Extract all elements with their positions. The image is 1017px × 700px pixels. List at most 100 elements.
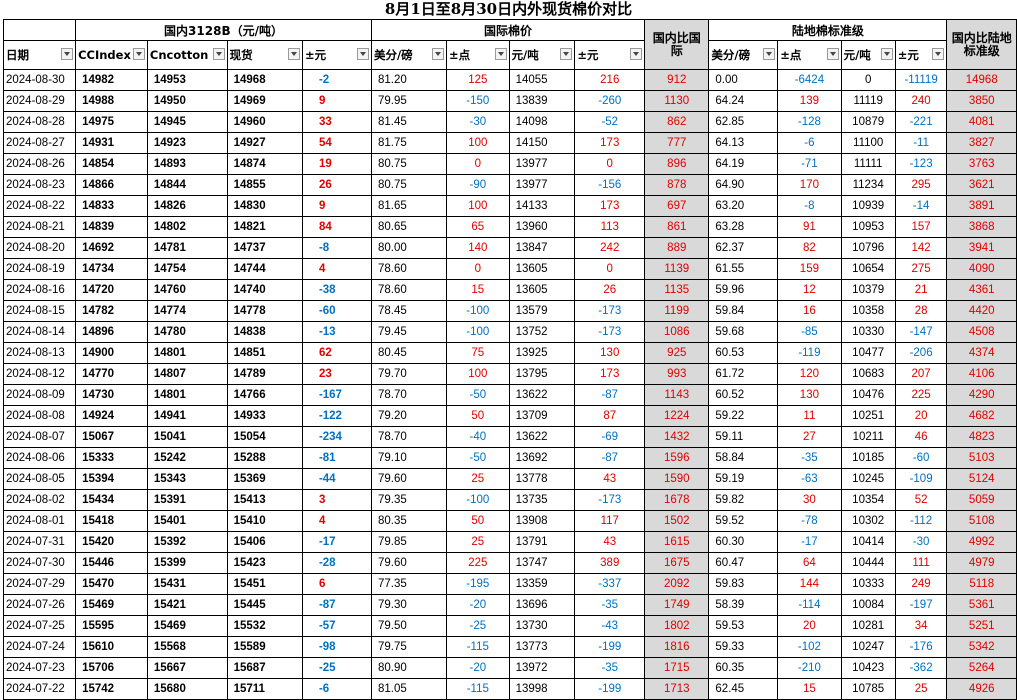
- intl-cents-cell[interactable]: 80.75: [370, 153, 448, 175]
- land-change-cell[interactable]: 207: [894, 363, 948, 385]
- ccindex-cell[interactable]: 15742: [75, 678, 148, 700]
- land-change-cell[interactable]: -206: [894, 342, 948, 364]
- intl-cents-cell[interactable]: 81.20: [370, 69, 448, 91]
- table-row[interactable]: 2024-08-09 14730 14801 14766 -167 78.70 -50 136…: [2, 384, 1017, 406]
- land-yuan-cell[interactable]: 10333: [840, 573, 896, 595]
- spot-cell[interactable]: 14927: [226, 132, 303, 154]
- cncotton-cell[interactable]: 15041: [146, 426, 228, 448]
- intl-change-cell[interactable]: 130: [574, 342, 646, 364]
- land-points-cell[interactable]: 130: [777, 384, 842, 406]
- domestic-change-cell[interactable]: 9: [301, 195, 372, 217]
- intl-points-cell[interactable]: -20: [446, 594, 510, 616]
- cncotton-cell[interactable]: 14923: [146, 132, 228, 154]
- land-cents-cell[interactable]: 62.37: [708, 237, 779, 259]
- cncotton-cell[interactable]: 15680: [146, 678, 228, 700]
- domestic-change-cell[interactable]: 23: [301, 363, 372, 385]
- ratio-intl-cell[interactable]: 697: [644, 195, 710, 217]
- ratio-intl-cell[interactable]: 1139: [644, 258, 710, 280]
- intl-change-cell[interactable]: -52: [574, 111, 646, 133]
- ratio-intl-cell[interactable]: 896: [644, 153, 710, 175]
- land-change-cell[interactable]: 20: [894, 405, 948, 427]
- date-cell[interactable]: 2024-08-15: [2, 300, 77, 322]
- cncotton-cell[interactable]: 14826: [146, 195, 228, 217]
- cncotton-cell[interactable]: 15343: [146, 468, 228, 490]
- domestic-change-cell[interactable]: -81: [301, 447, 372, 469]
- filter-dropdown-icon[interactable]: [212, 48, 225, 60]
- intl-cents-cell[interactable]: 79.85: [370, 531, 448, 553]
- intl-yuan-cell[interactable]: 13925: [508, 342, 576, 364]
- intl-points-cell[interactable]: 0: [446, 258, 510, 280]
- cncotton-cell[interactable]: 15431: [146, 573, 228, 595]
- ratio-land-cell[interactable]: 5264: [946, 657, 1017, 679]
- spot-cell[interactable]: 15406: [226, 531, 303, 553]
- land-change-cell[interactable]: 34: [894, 615, 948, 637]
- intl-cents-cell[interactable]: 80.75: [370, 174, 448, 196]
- land-change-cell[interactable]: 111: [894, 552, 948, 574]
- intl-change-cell[interactable]: 43: [574, 531, 646, 553]
- domestic-change-cell[interactable]: -87: [301, 594, 372, 616]
- intl-cents-cell[interactable]: 77.35: [370, 573, 448, 595]
- ratio-land-cell[interactable]: 3850: [946, 90, 1017, 112]
- table-row[interactable]: 2024-08-29 14988 14950 14969 9 79.95 -150 13839…: [2, 90, 1017, 112]
- ratio-land-cell[interactable]: 3868: [946, 216, 1017, 238]
- ratio-intl-cell[interactable]: 912: [644, 69, 710, 91]
- filter-dropdown-icon[interactable]: [826, 48, 839, 60]
- land-change-cell[interactable]: -123: [894, 153, 948, 175]
- ratio-land-cell[interactable]: 4992: [946, 531, 1017, 553]
- intl-yuan-cell[interactable]: 13960: [508, 216, 576, 238]
- land-cents-cell[interactable]: 64.13: [708, 132, 779, 154]
- intl-yuan-cell[interactable]: 14133: [508, 195, 576, 217]
- cncotton-cell[interactable]: 14802: [146, 216, 228, 238]
- land-yuan-cell[interactable]: 10185: [840, 447, 896, 469]
- cncotton-cell[interactable]: 15469: [146, 615, 228, 637]
- date-cell[interactable]: 2024-08-20: [2, 237, 77, 259]
- intl-cents-cell[interactable]: 78.70: [370, 384, 448, 406]
- intl-cents-cell[interactable]: 78.60: [370, 279, 448, 301]
- land-change-cell[interactable]: 240: [894, 90, 948, 112]
- filter-dropdown-icon[interactable]: [560, 48, 573, 60]
- intl-yuan-cell[interactable]: 14055: [508, 69, 576, 91]
- ratio-intl-cell[interactable]: 1715: [644, 657, 710, 679]
- land-change-cell[interactable]: -14: [894, 195, 948, 217]
- land-yuan-cell[interactable]: 10683: [840, 363, 896, 385]
- table-row[interactable]: 2024-07-30 15446 15399 15423 -28 79.60 225 1374…: [2, 552, 1017, 574]
- intl-points-cell[interactable]: -195: [446, 573, 510, 595]
- land-change-cell[interactable]: 249: [894, 573, 948, 595]
- land-cents-cell[interactable]: 60.35: [708, 657, 779, 679]
- date-cell[interactable]: 2024-07-23: [2, 657, 77, 679]
- domestic-change-cell[interactable]: 3: [301, 489, 372, 511]
- land-cents-cell[interactable]: 59.11: [708, 426, 779, 448]
- intl-cents-cell[interactable]: 79.95: [370, 90, 448, 112]
- intl-change-cell[interactable]: 87: [574, 405, 646, 427]
- land-yuan-cell[interactable]: 10211: [840, 426, 896, 448]
- date-cell[interactable]: 2024-08-13: [2, 342, 77, 364]
- intl-points-cell[interactable]: 75: [446, 342, 510, 364]
- land-change-cell[interactable]: 52: [894, 489, 948, 511]
- ccindex-cell[interactable]: 14924: [75, 405, 148, 427]
- intl-change-cell[interactable]: 173: [574, 195, 646, 217]
- intl-cents-cell[interactable]: 80.65: [370, 216, 448, 238]
- ratio-land-cell[interactable]: 5124: [946, 468, 1017, 490]
- ratio-land-cell[interactable]: 4081: [946, 111, 1017, 133]
- land-cents-cell[interactable]: 59.82: [708, 489, 779, 511]
- spot-cell[interactable]: 14744: [226, 258, 303, 280]
- date-cell[interactable]: 2024-08-19: [2, 258, 77, 280]
- land-cents-cell[interactable]: 64.90: [708, 174, 779, 196]
- intl-cents-cell[interactable]: 80.45: [370, 342, 448, 364]
- date-cell[interactable]: 2024-07-30: [2, 552, 77, 574]
- land-yuan-cell[interactable]: 10654: [840, 258, 896, 280]
- land-points-cell[interactable]: 170: [777, 174, 842, 196]
- domestic-change-cell[interactable]: -60: [301, 300, 372, 322]
- intl-cents-cell[interactable]: 79.50: [370, 615, 448, 637]
- table-row[interactable]: 2024-08-21 14839 14802 14821 84 80.65 65 13960 1…: [2, 216, 1017, 238]
- land-cents-cell[interactable]: 59.33: [708, 636, 779, 658]
- spot-cell[interactable]: 14740: [226, 279, 303, 301]
- land-cents-cell[interactable]: 59.84: [708, 300, 779, 322]
- land-cents-cell[interactable]: 59.22: [708, 405, 779, 427]
- ratio-land-cell[interactable]: 4823: [946, 426, 1017, 448]
- filter-dropdown-icon[interactable]: [880, 48, 893, 60]
- table-row[interactable]: 2024-08-13 14900 14801 14851 62 80.45 75 13925 1…: [2, 342, 1017, 364]
- spot-cell[interactable]: 14737: [226, 237, 303, 259]
- cncotton-cell[interactable]: 14893: [146, 153, 228, 175]
- land-yuan-cell[interactable]: 10476: [840, 384, 896, 406]
